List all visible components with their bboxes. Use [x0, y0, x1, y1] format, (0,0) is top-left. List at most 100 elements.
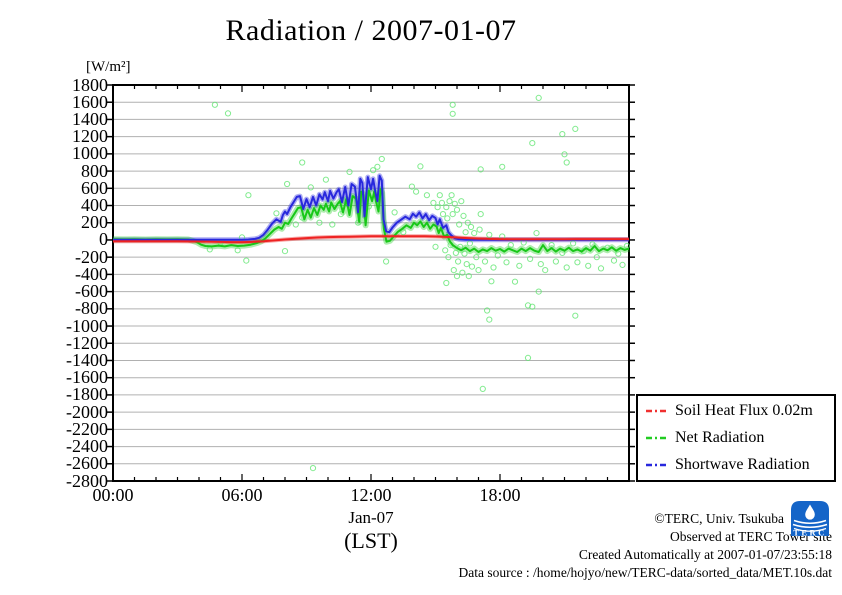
y-axis-tick-label: -1400 — [66, 349, 108, 370]
scatter-point — [438, 199, 445, 206]
scatter-point — [460, 212, 467, 219]
scatter-point — [434, 204, 441, 211]
scatter-point — [455, 258, 462, 265]
scatter-point — [476, 226, 483, 233]
y-axis-tick-label: -400 — [75, 263, 108, 284]
legend-label: Soil Heat Flux 0.02m — [675, 402, 813, 420]
scatter-point — [527, 255, 534, 262]
scatter-point — [529, 303, 536, 310]
x-axis-date-label: Jan-07 — [348, 508, 394, 527]
scatter-point — [466, 240, 473, 247]
y-axis-tick-label: -2400 — [66, 436, 108, 457]
scatter-point — [408, 183, 415, 190]
series-line-net-radiation — [112, 188, 630, 253]
y-axis-tick-label: 0 — [99, 229, 108, 250]
scatter-point — [383, 258, 390, 265]
scatter-point — [243, 257, 250, 264]
scatter-point — [559, 131, 566, 138]
scatter-point — [453, 206, 461, 213]
scatter-point — [451, 200, 458, 207]
scatter-point — [449, 110, 456, 117]
scatter-point — [542, 267, 549, 274]
scatter-point — [563, 264, 570, 271]
scatter-point — [234, 247, 241, 254]
scatter-point — [529, 140, 536, 147]
x-axis-tick-label: 18:00 — [479, 485, 521, 505]
copyright-text: ©TERC, Univ. Tsukuba — [654, 511, 784, 526]
scatter-point — [439, 211, 447, 218]
scatter-point — [461, 250, 468, 257]
legend-label: Shortwave Radiation — [675, 455, 810, 473]
scatter-point — [477, 166, 484, 173]
y-axis-tick-label: 200 — [81, 212, 108, 233]
data-source-text: Data source : /home/hojyo/new/TERC-data/… — [458, 565, 832, 580]
scatter-point — [442, 247, 449, 254]
series-line-shortwave-radiation — [113, 174, 629, 241]
scatter-point — [329, 221, 336, 228]
y-axis-tick-label: -1200 — [66, 332, 108, 353]
scatter-point — [619, 261, 626, 268]
legend-entry: Soil Heat Flux 0.02m — [638, 402, 834, 420]
scatter-point — [443, 204, 450, 211]
chart-title: Radiation / 2007-01-07 — [225, 14, 517, 47]
scatter-point — [486, 316, 493, 323]
scatter-point — [481, 258, 489, 265]
scatter-point — [507, 242, 514, 249]
scatter-point — [524, 302, 532, 309]
scatter-point — [468, 263, 476, 270]
scatter-point — [488, 278, 495, 285]
scatter-point — [391, 209, 398, 216]
scatter-point — [309, 465, 317, 472]
x-axis-timezone-label: (LST) — [344, 528, 398, 553]
scatter-point — [563, 159, 570, 166]
y-axis-tick-label: 1400 — [72, 108, 108, 129]
y-axis-tick-label: -2600 — [66, 453, 108, 474]
scatter-point — [477, 211, 484, 218]
scatter-point — [417, 163, 424, 170]
scatter-point — [400, 229, 407, 236]
legend-box: Soil Heat Flux 0.02m Net Radiation Shortwa… — [636, 394, 836, 482]
scatter-point — [499, 163, 506, 170]
scatter-point — [413, 188, 420, 195]
scatter-point — [486, 231, 493, 238]
scatter-point — [462, 229, 469, 236]
scatter-point — [432, 243, 439, 250]
scatter-point — [316, 219, 323, 226]
scatter-point — [458, 198, 465, 205]
scatter-point — [211, 101, 218, 108]
scatter-point — [533, 230, 540, 237]
scatter-point — [561, 151, 568, 158]
scatter-point — [459, 269, 466, 276]
scatter-point — [524, 354, 532, 361]
scatter-point — [471, 230, 478, 237]
y-axis-tick-label: -1800 — [66, 384, 108, 405]
scatter-point — [597, 265, 605, 272]
footer-annotations: ©TERC, Univ. Tsukuba Observed at TERC To… — [458, 510, 832, 582]
scatter-point — [479, 385, 486, 392]
scatter-point — [452, 249, 459, 256]
scatter-point — [593, 254, 600, 261]
legend-label: Net Radiation — [675, 428, 765, 446]
scatter-point — [456, 221, 463, 228]
scatter-point — [436, 192, 443, 199]
y-axis-tick-label: -800 — [75, 298, 108, 319]
scatter-point — [450, 267, 457, 274]
scatter-point — [467, 223, 475, 231]
series-line-soil-heat-flux-0-02m — [113, 235, 629, 244]
y-axis-tick-label: 1600 — [72, 91, 108, 112]
scatter-point — [445, 254, 452, 261]
scatter-point — [572, 125, 579, 132]
scatter-point — [490, 264, 497, 271]
scatter-point — [463, 261, 470, 268]
scatter-point — [449, 101, 456, 108]
scatter-point — [610, 257, 618, 264]
y-axis-tick-label: -2800 — [66, 470, 108, 491]
scatter-point — [423, 192, 430, 199]
x-axis-tick-label: 06:00 — [221, 485, 263, 505]
y-axis-tick-label: 1200 — [72, 126, 108, 147]
scatter-point — [443, 279, 450, 287]
scatter-point — [537, 261, 544, 268]
scatter-point — [503, 259, 510, 266]
y-axis-tick-label: 400 — [81, 195, 108, 216]
